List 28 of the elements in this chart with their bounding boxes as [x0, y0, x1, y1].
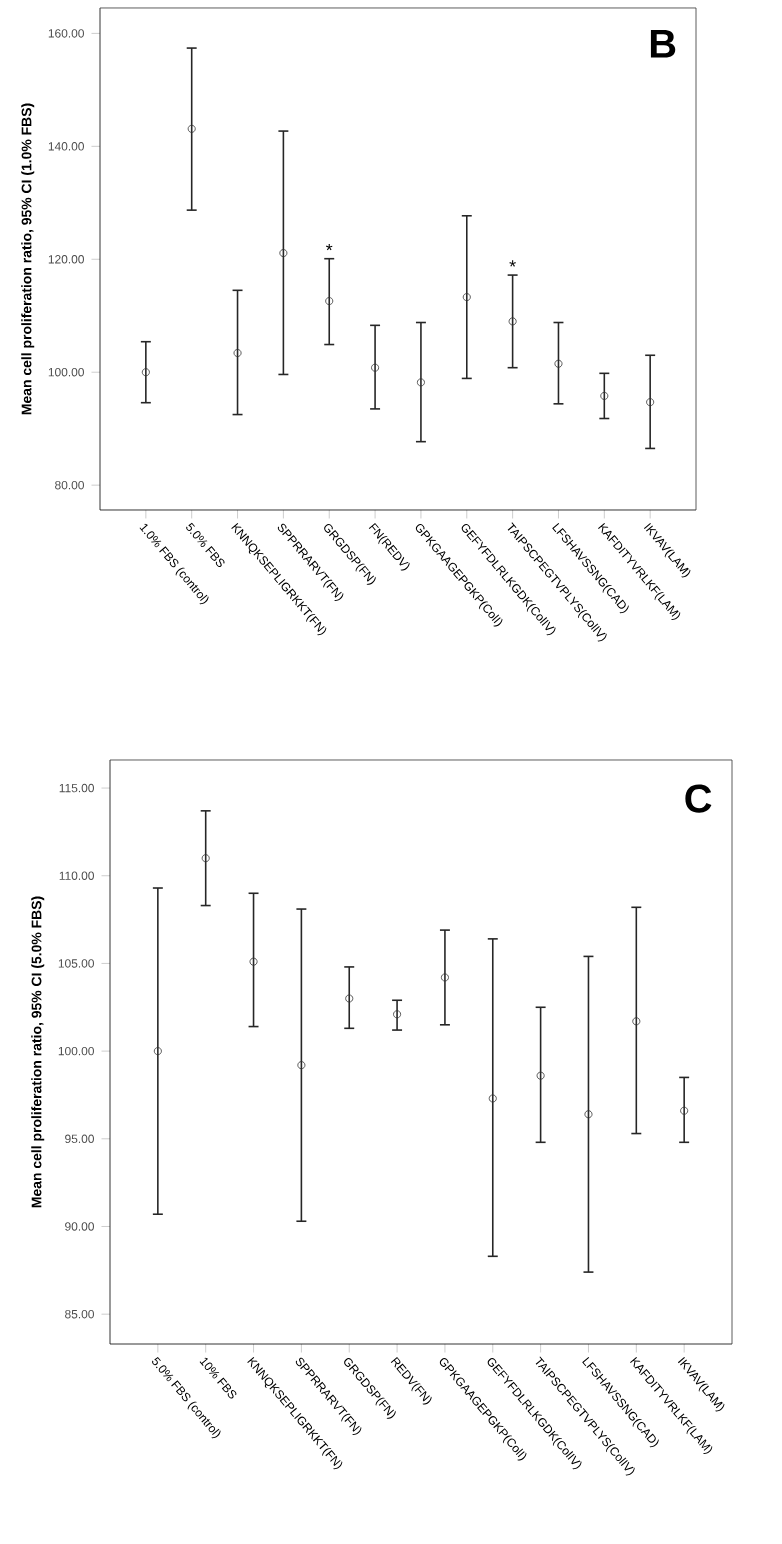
point — [416, 378, 425, 387]
point — [488, 1094, 497, 1103]
chart-title: C — [685, 784, 712, 813]
point — [249, 957, 258, 966]
chart-title: B — [650, 30, 676, 58]
point — [680, 1106, 689, 1115]
annotation: * — [326, 243, 333, 251]
point — [393, 1010, 402, 1019]
point — [325, 297, 334, 306]
point — [233, 349, 242, 357]
point — [141, 368, 150, 377]
point — [600, 391, 609, 400]
point — [646, 398, 655, 407]
point — [187, 124, 196, 133]
annotation: * — [509, 260, 516, 267]
point — [632, 1017, 641, 1026]
point — [297, 1061, 306, 1070]
point — [345, 994, 354, 1003]
point — [462, 293, 471, 302]
point — [536, 1071, 545, 1080]
point — [554, 359, 563, 368]
point — [440, 973, 449, 982]
point — [201, 854, 210, 863]
point — [371, 363, 380, 372]
point — [279, 249, 288, 258]
point — [153, 1047, 162, 1056]
point — [508, 317, 517, 326]
point — [584, 1110, 593, 1119]
